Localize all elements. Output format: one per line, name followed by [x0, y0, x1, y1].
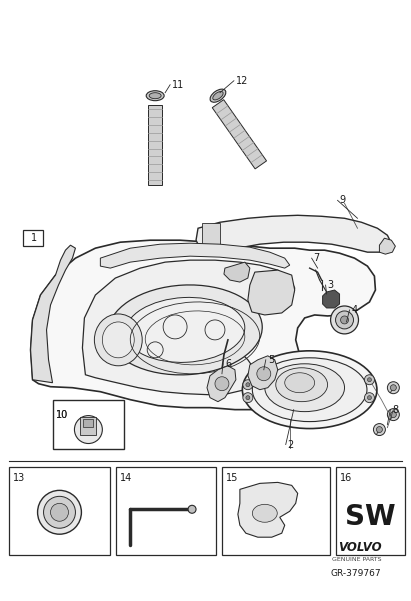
Text: GR-379767: GR-379767 [331, 569, 381, 578]
Circle shape [376, 427, 382, 433]
Text: 10: 10 [55, 410, 68, 419]
Circle shape [37, 490, 81, 534]
Ellipse shape [95, 314, 142, 366]
Circle shape [388, 409, 399, 421]
Bar [335, 468, 405, 555]
Text: 15: 15 [226, 474, 238, 483]
Circle shape [215, 377, 229, 391]
Polygon shape [207, 366, 236, 401]
Circle shape [44, 496, 76, 528]
Ellipse shape [125, 297, 245, 362]
Bar [202, 223, 220, 245]
Ellipse shape [213, 91, 223, 100]
Polygon shape [83, 260, 295, 395]
Polygon shape [148, 105, 162, 185]
Polygon shape [212, 100, 267, 169]
Circle shape [335, 311, 353, 329]
Text: 6: 6 [225, 359, 231, 369]
Polygon shape [30, 245, 76, 383]
Text: 8: 8 [393, 404, 399, 415]
Circle shape [341, 316, 349, 324]
Text: 13: 13 [13, 474, 25, 483]
Circle shape [367, 395, 372, 400]
Text: 14: 14 [120, 474, 132, 483]
Ellipse shape [265, 364, 344, 412]
Circle shape [374, 424, 386, 436]
Ellipse shape [242, 351, 377, 429]
Bar [116, 468, 216, 555]
Text: 16: 16 [339, 474, 352, 483]
Ellipse shape [102, 322, 134, 358]
Circle shape [51, 503, 69, 521]
Bar [81, 416, 96, 435]
Polygon shape [30, 240, 375, 410]
Bar [53, 400, 124, 450]
Text: 4: 4 [351, 305, 358, 315]
Text: 12: 12 [236, 76, 248, 86]
Ellipse shape [210, 89, 226, 102]
Circle shape [243, 380, 253, 389]
Circle shape [246, 383, 250, 386]
Bar [83, 419, 93, 427]
Polygon shape [379, 238, 395, 254]
Text: 9: 9 [339, 195, 346, 206]
Text: 3: 3 [328, 280, 334, 290]
Text: SW: SW [345, 503, 396, 531]
Polygon shape [238, 483, 298, 537]
Circle shape [365, 375, 374, 385]
Text: 1: 1 [30, 233, 37, 243]
Circle shape [74, 416, 102, 444]
Circle shape [365, 392, 374, 403]
Ellipse shape [276, 368, 328, 401]
Bar [23, 230, 43, 246]
Text: 2: 2 [288, 439, 294, 450]
Circle shape [257, 367, 271, 380]
Polygon shape [248, 270, 295, 315]
Circle shape [367, 378, 372, 382]
Ellipse shape [285, 373, 315, 392]
Polygon shape [100, 243, 290, 268]
Text: 7: 7 [314, 253, 320, 263]
Circle shape [390, 385, 396, 391]
Circle shape [330, 306, 358, 334]
Polygon shape [323, 290, 339, 308]
Bar [222, 468, 330, 555]
Ellipse shape [149, 93, 161, 99]
Polygon shape [196, 215, 391, 252]
Ellipse shape [108, 285, 262, 375]
Polygon shape [224, 262, 250, 282]
Ellipse shape [252, 504, 277, 522]
Bar [9, 468, 110, 555]
Text: VOLVO: VOLVO [338, 541, 381, 554]
Circle shape [390, 412, 396, 418]
Ellipse shape [146, 91, 164, 101]
Polygon shape [248, 356, 278, 389]
Text: 10: 10 [55, 410, 68, 419]
Text: GENUINE PARTS: GENUINE PARTS [332, 557, 381, 561]
Circle shape [188, 505, 196, 513]
Circle shape [243, 392, 253, 403]
Circle shape [246, 395, 250, 400]
Circle shape [388, 382, 399, 394]
Text: 5: 5 [268, 355, 274, 365]
Text: 11: 11 [172, 80, 185, 90]
Ellipse shape [252, 358, 367, 421]
